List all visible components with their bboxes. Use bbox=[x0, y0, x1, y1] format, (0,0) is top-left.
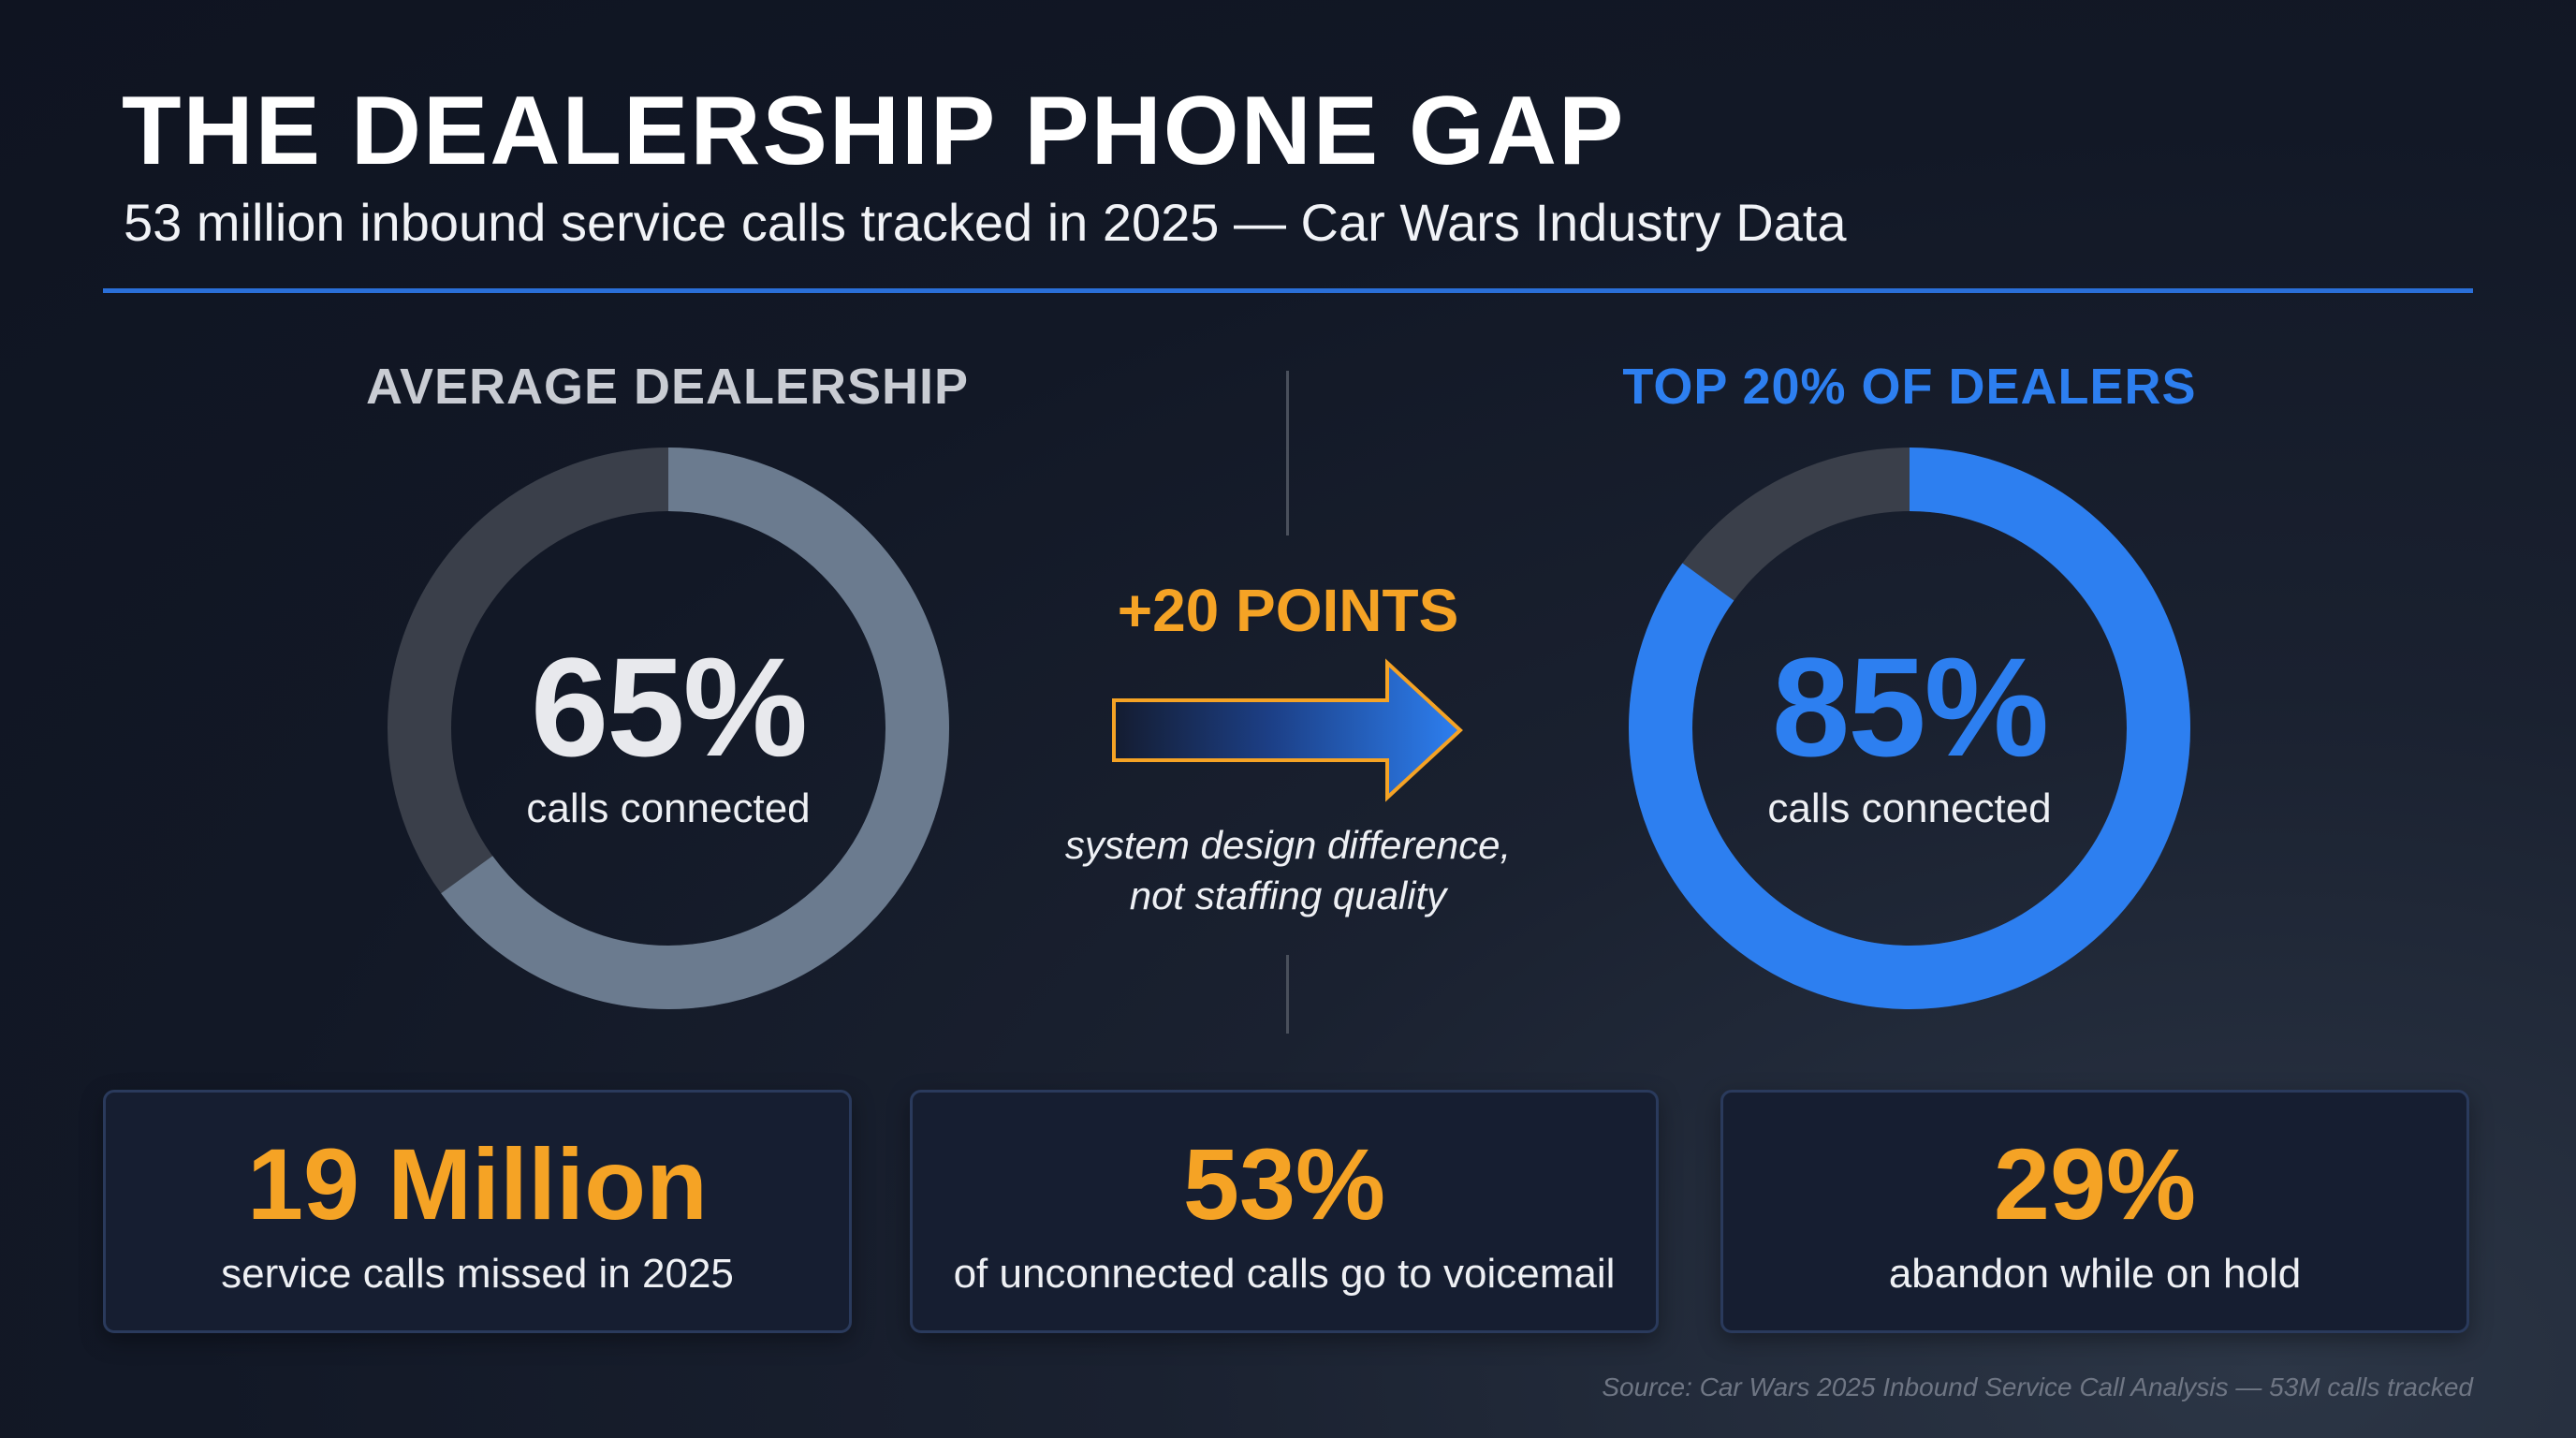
donut-value-arc bbox=[388, 448, 949, 1009]
stat-card-abandon: 29% abandon while on hold bbox=[1720, 1090, 2469, 1333]
gain-note: system design difference, not staffing q… bbox=[1007, 820, 1569, 921]
right-arrow-icon bbox=[1112, 658, 1463, 802]
gain-note-line-2: not staffing quality bbox=[1129, 873, 1447, 917]
stat-card-voicemail: 53% of unconnected calls go to voicemail bbox=[910, 1090, 1659, 1333]
source-citation: Source: Car Wars 2025 Inbound Service Ca… bbox=[1602, 1372, 2473, 1401]
average-dealership-donut: 65% calls connected bbox=[378, 438, 959, 1019]
title-divider-line bbox=[103, 288, 2473, 293]
average-dealership-heading: AVERAGE DEALERSHIP bbox=[365, 359, 970, 415]
top-dealers-donut: 85% calls connected bbox=[1619, 438, 2200, 1019]
stat-label: of unconnected calls go to voicemail bbox=[953, 1251, 1616, 1297]
stat-value: 19 Million bbox=[246, 1127, 709, 1240]
page-subtitle: 53 million inbound service calls tracked… bbox=[124, 193, 1847, 252]
donut-center-value: 85% bbox=[1771, 628, 2049, 785]
top-dealers-heading: TOP 20% OF DEALERS bbox=[1622, 359, 2197, 415]
donut-value-arc bbox=[1629, 448, 2190, 1009]
average-donut-svg bbox=[388, 448, 949, 1009]
gain-note-line-1: system design difference, bbox=[1064, 823, 1512, 867]
top-donut-svg bbox=[1629, 448, 2190, 1009]
stat-value: 29% bbox=[1993, 1127, 2197, 1240]
stat-label: abandon while on hold bbox=[1888, 1251, 2302, 1297]
center-divider-top bbox=[1286, 371, 1289, 536]
stat-value: 53% bbox=[1182, 1127, 1386, 1240]
donut-center-label: calls connected bbox=[526, 785, 811, 831]
page-title: THE DEALERSHIP PHONE GAP bbox=[122, 77, 1626, 185]
stat-label: service calls missed in 2025 bbox=[221, 1251, 734, 1297]
center-divider-bottom bbox=[1286, 955, 1289, 1034]
stat-card-missed-calls: 19 Million service calls missed in 2025 bbox=[103, 1090, 852, 1333]
donut-center-value: 65% bbox=[530, 628, 808, 785]
donut-center-label: calls connected bbox=[1767, 785, 2052, 831]
gain-label: +20 POINTS bbox=[1117, 577, 1459, 644]
